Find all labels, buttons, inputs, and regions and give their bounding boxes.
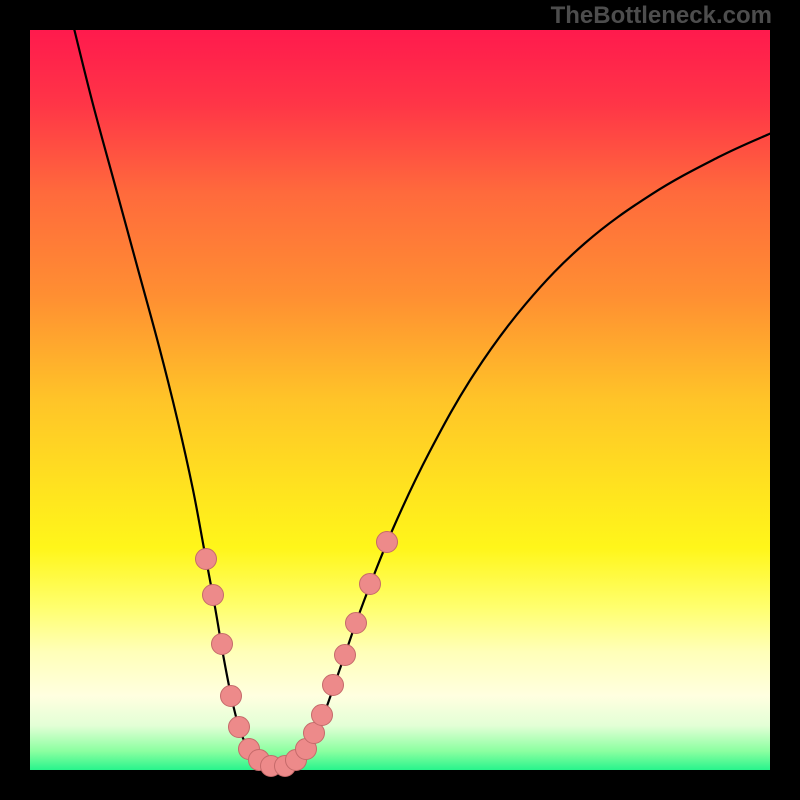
curve-marker: [211, 633, 233, 655]
curve-marker: [334, 644, 356, 666]
curve-marker: [311, 704, 333, 726]
curve-marker: [359, 573, 381, 595]
plot-area: [30, 30, 770, 770]
curve-marker: [228, 716, 250, 738]
figure-root: TheBottleneck.com: [0, 0, 800, 800]
curve-marker: [345, 612, 367, 634]
curve-marker: [195, 548, 217, 570]
curve-marker: [220, 685, 242, 707]
curve-marker: [322, 674, 344, 696]
curve-marker: [376, 531, 398, 553]
watermark-text: TheBottleneck.com: [551, 2, 772, 30]
curve-marker: [202, 584, 224, 606]
